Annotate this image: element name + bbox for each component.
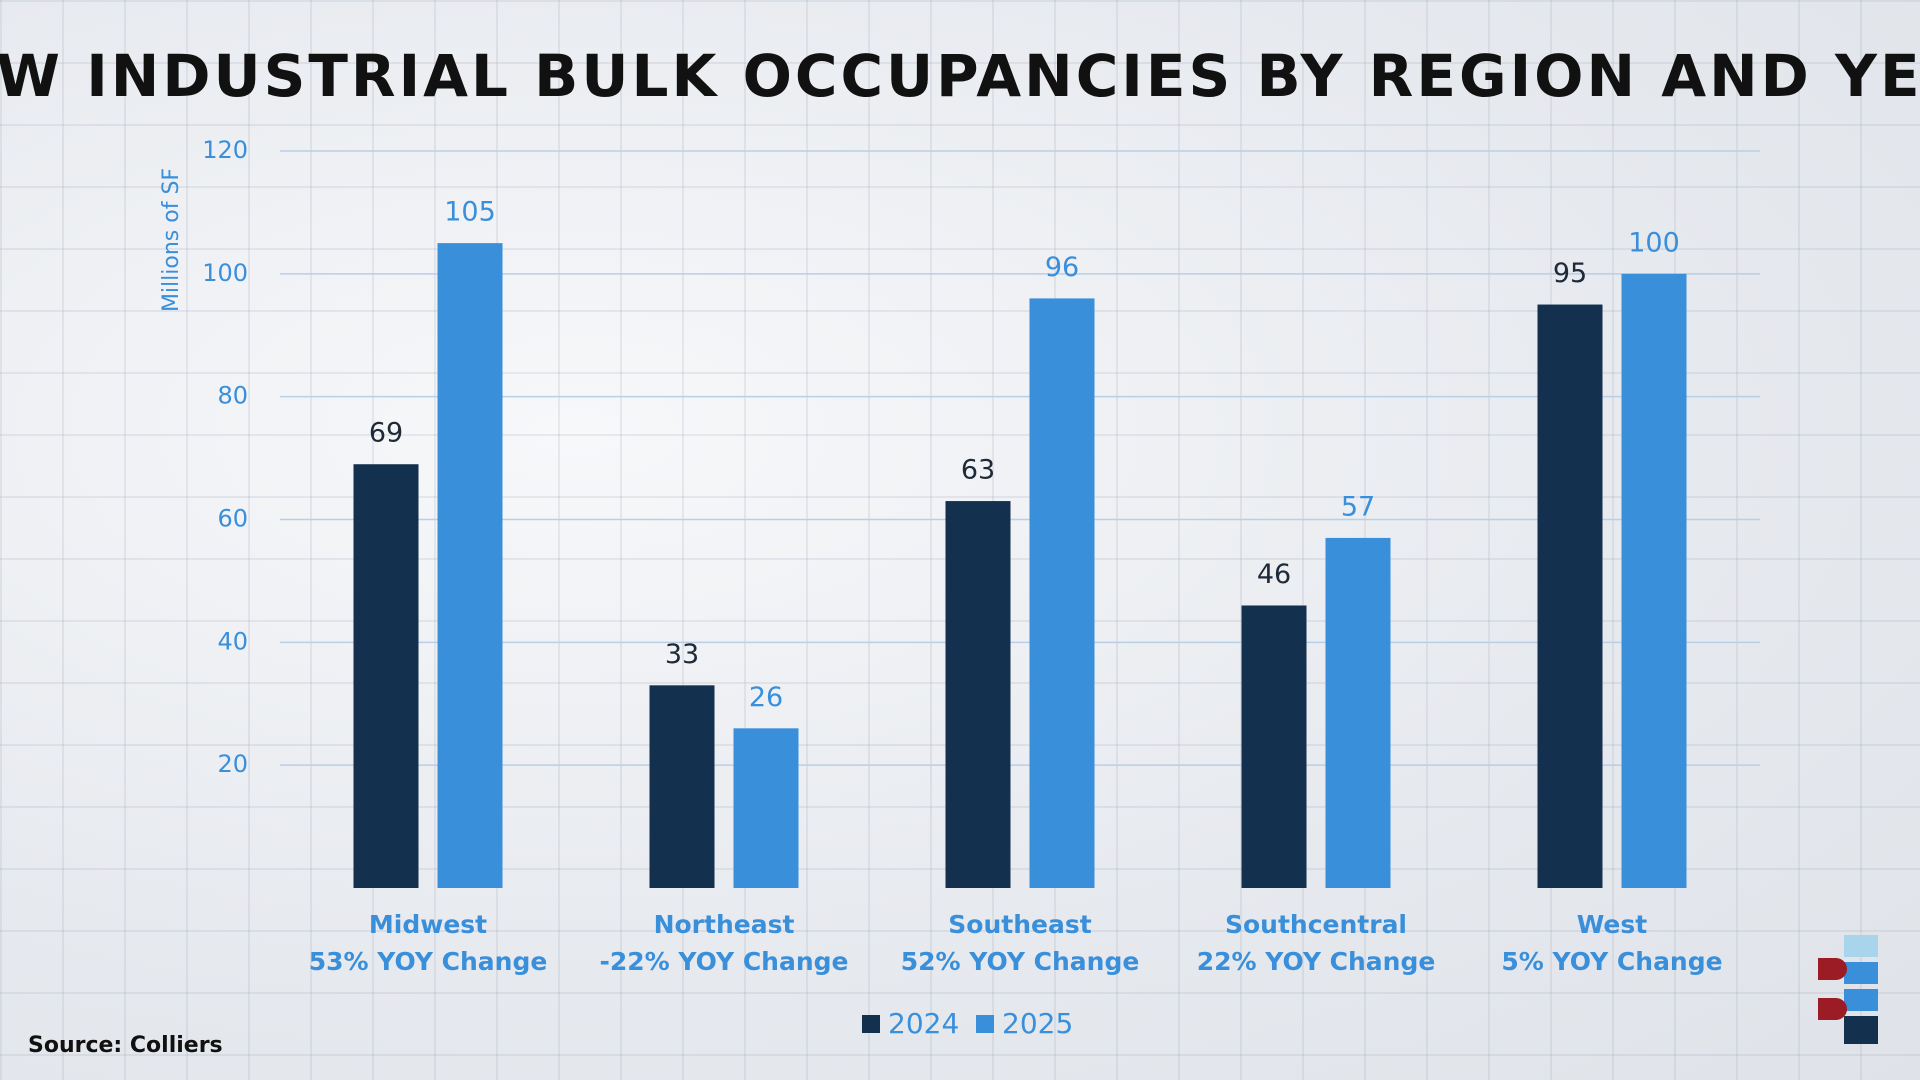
value-label: 69 xyxy=(369,418,403,449)
bar xyxy=(733,728,799,888)
value-label: 46 xyxy=(1257,559,1291,590)
legend-label: 2024 xyxy=(888,1007,959,1040)
x-tick-label: Midwest xyxy=(369,910,487,939)
y-tick-label: 20 xyxy=(217,750,248,778)
value-label: 63 xyxy=(961,455,995,486)
value-label: 57 xyxy=(1341,491,1375,522)
bar xyxy=(353,464,419,888)
x-tick-note: -22% YOY Change xyxy=(600,947,849,976)
bar xyxy=(437,243,503,888)
x-tick-note: 52% YOY Change xyxy=(901,947,1140,976)
bar xyxy=(1029,298,1095,888)
legend-swatch xyxy=(862,1015,880,1033)
value-label: 105 xyxy=(444,197,496,228)
legend-label: 2025 xyxy=(1002,1007,1073,1040)
value-label: 33 xyxy=(665,639,699,670)
source: Source: Colliers xyxy=(28,1033,223,1058)
x-tick-note: 5% YOY Change xyxy=(1501,947,1722,976)
legend-swatch xyxy=(976,1015,994,1033)
bar xyxy=(945,501,1011,888)
logo xyxy=(1818,935,1878,1044)
value-label: 95 xyxy=(1553,258,1587,289)
y-tick-label: 60 xyxy=(217,505,248,533)
y-tick-label: 80 xyxy=(217,382,248,410)
chart-title: NEW INDUSTRIAL BULK OCCUPANCIES BY REGIO… xyxy=(0,42,1920,110)
x-tick-note: 53% YOY Change xyxy=(309,947,548,976)
y-tick-label: 120 xyxy=(202,136,248,164)
value-label: 100 xyxy=(1628,227,1680,258)
x-tick-label: Northeast xyxy=(654,910,795,939)
y-tick-label: 40 xyxy=(217,627,248,655)
y-axis-label: Millions of SF xyxy=(159,168,184,312)
bar xyxy=(649,685,715,888)
x-tick-label: Southcentral xyxy=(1225,910,1407,939)
value-label: 26 xyxy=(749,682,783,713)
x-tick-label: Southeast xyxy=(948,910,1091,939)
bar xyxy=(1537,304,1603,889)
x-tick-note: 22% YOY Change xyxy=(1197,947,1436,976)
bar xyxy=(1621,273,1687,888)
y-tick-label: 100 xyxy=(202,259,248,287)
value-label: 96 xyxy=(1045,252,1079,283)
x-tick-label: West xyxy=(1577,910,1648,939)
bar xyxy=(1325,537,1391,888)
bar xyxy=(1241,605,1307,888)
